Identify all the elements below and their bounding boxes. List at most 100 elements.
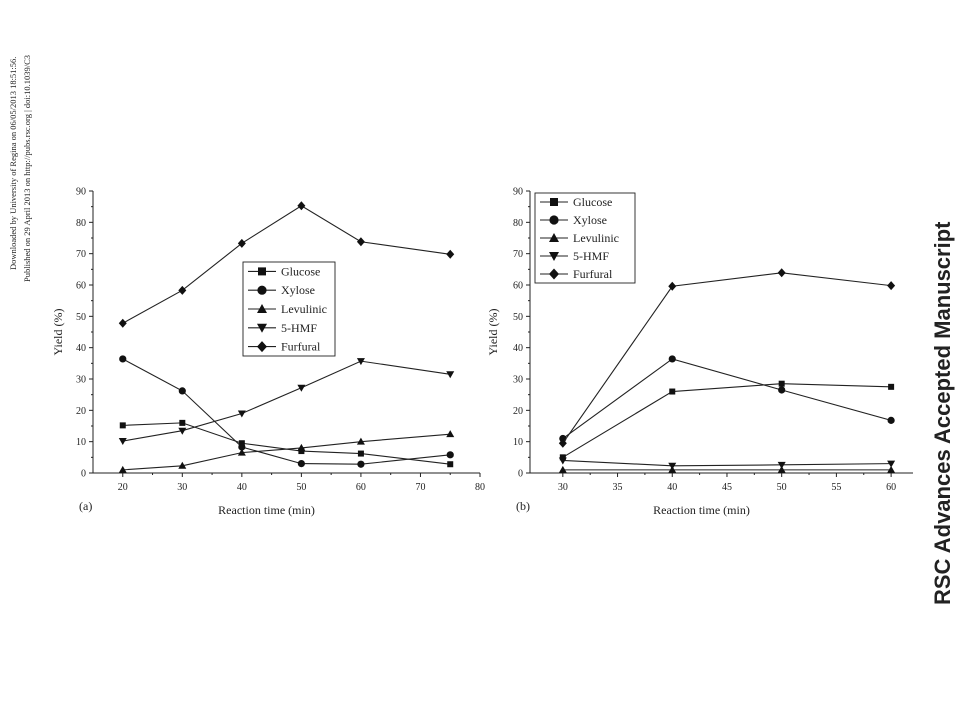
- y-tick-label: 50: [76, 312, 86, 323]
- data-point: [558, 465, 567, 473]
- y-tick-label: 40: [76, 343, 86, 354]
- data-point: [558, 438, 567, 448]
- data-point: [887, 465, 896, 473]
- data-point: [356, 358, 365, 366]
- data-point: [446, 430, 455, 438]
- y-tick-label: 10: [513, 437, 523, 448]
- data-point: [778, 386, 786, 394]
- legend-marker: [258, 267, 266, 276]
- y-tick-label: 20: [76, 406, 86, 417]
- data-point: [668, 355, 676, 363]
- legend-label: Levulinic: [573, 231, 619, 245]
- data-point: [118, 465, 127, 473]
- y-tick-label: 10: [76, 437, 86, 448]
- y-tick-label: 0: [81, 469, 86, 480]
- data-point: [777, 268, 786, 278]
- legend-marker: [257, 285, 267, 295]
- x-tick-label: 20: [118, 482, 128, 493]
- data-point: [558, 457, 567, 465]
- x-tick-label: 45: [722, 482, 732, 493]
- data-point: [668, 462, 677, 470]
- data-point: [238, 443, 246, 451]
- data-point: [297, 201, 306, 211]
- legend-label: Levulinic: [281, 302, 327, 316]
- data-point: [298, 448, 305, 455]
- data-point: [559, 454, 566, 461]
- journal-watermark: RSC Advances Accepted Manuscript: [930, 221, 955, 605]
- series-xylose: [119, 355, 454, 468]
- data-point: [119, 422, 126, 429]
- data-point: [777, 465, 786, 473]
- data-point: [447, 461, 454, 468]
- x-tick-label: 35: [613, 482, 623, 493]
- x-axis-title: Reaction time (min): [218, 503, 315, 517]
- legend-marker: [549, 233, 559, 242]
- series-5-hmf: [118, 358, 455, 446]
- data-point: [297, 384, 306, 392]
- legend-label: Glucose: [573, 195, 612, 209]
- x-tick-label: 30: [177, 482, 187, 493]
- chart-panel-1: 0 10 20 30 40 50 60 70 80 90 20 30 40 50 60 70 80 Reactio…: [51, 187, 485, 518]
- legend-marker: [549, 215, 559, 225]
- data-point: [178, 285, 187, 295]
- series-line: [122, 360, 451, 442]
- data-point: [887, 416, 895, 424]
- series-line: [562, 459, 892, 467]
- y-tick-label: 70: [513, 249, 523, 260]
- data-point: [357, 450, 364, 457]
- series-furfural: [558, 268, 896, 448]
- data-point: [297, 443, 306, 451]
- data-point: [178, 461, 187, 469]
- x-tick-label: 40: [237, 482, 247, 493]
- y-tick-label: 90: [76, 187, 86, 198]
- y-axis-title: Yield (%): [486, 309, 500, 356]
- chart-panel-2: 0 10 20 30 40 50 60 70 80 90 30 35 40 45 50 55 60 Reactio…: [486, 187, 913, 517]
- y-tick-label: 80: [513, 218, 523, 229]
- data-point: [446, 371, 455, 379]
- legend-label: Xylose: [281, 283, 315, 297]
- legend-marker: [257, 341, 267, 353]
- data-point: [356, 437, 365, 445]
- data-point: [446, 451, 454, 459]
- data-point: [887, 281, 896, 291]
- x-tick-label: 40: [667, 482, 677, 493]
- y-tick-label: 20: [513, 406, 523, 417]
- series-glucose: [559, 380, 895, 461]
- data-point: [238, 440, 245, 447]
- download-note: Downloaded by University of Regina on 06…: [8, 55, 32, 282]
- data-point: [887, 460, 896, 468]
- data-point: [297, 460, 305, 468]
- data-point: [446, 249, 455, 259]
- legend-marker: [549, 268, 559, 280]
- x-tick-label: 60: [356, 482, 366, 493]
- legend-label: Furfural: [573, 267, 613, 281]
- data-point: [237, 410, 246, 418]
- watermark-text: RSC Advances Accepted Manuscript: [930, 221, 955, 605]
- legend-marker: [257, 304, 267, 313]
- legend-label: Glucose: [281, 264, 320, 278]
- series-glucose: [119, 419, 454, 468]
- legend-label: Xylose: [573, 213, 607, 227]
- x-tick-label: 50: [777, 482, 787, 493]
- data-point: [118, 438, 127, 446]
- series-line: [562, 272, 892, 444]
- legend-marker: [257, 323, 267, 333]
- series-line: [122, 422, 451, 465]
- data-point: [669, 388, 676, 395]
- y-tick-label: 70: [76, 249, 86, 260]
- x-tick-label: 80: [475, 482, 485, 493]
- x-tick-label: 60: [886, 482, 896, 493]
- y-tick-label: 80: [76, 218, 86, 229]
- data-point: [888, 383, 895, 390]
- panel-label: (b): [516, 499, 530, 513]
- x-axis-title: Reaction time (min): [653, 503, 750, 517]
- data-point: [118, 318, 127, 328]
- y-tick-label: 50: [513, 312, 523, 323]
- series-furfural: [118, 201, 455, 328]
- legend-label: Furfural: [281, 340, 321, 354]
- y-tick-label: 90: [513, 187, 523, 198]
- legend: Glucose Xylose Levulinic 5-HMF Furfural: [534, 192, 636, 284]
- y-tick-label: 30: [513, 375, 523, 386]
- legend-label: 5-HMF: [573, 249, 609, 263]
